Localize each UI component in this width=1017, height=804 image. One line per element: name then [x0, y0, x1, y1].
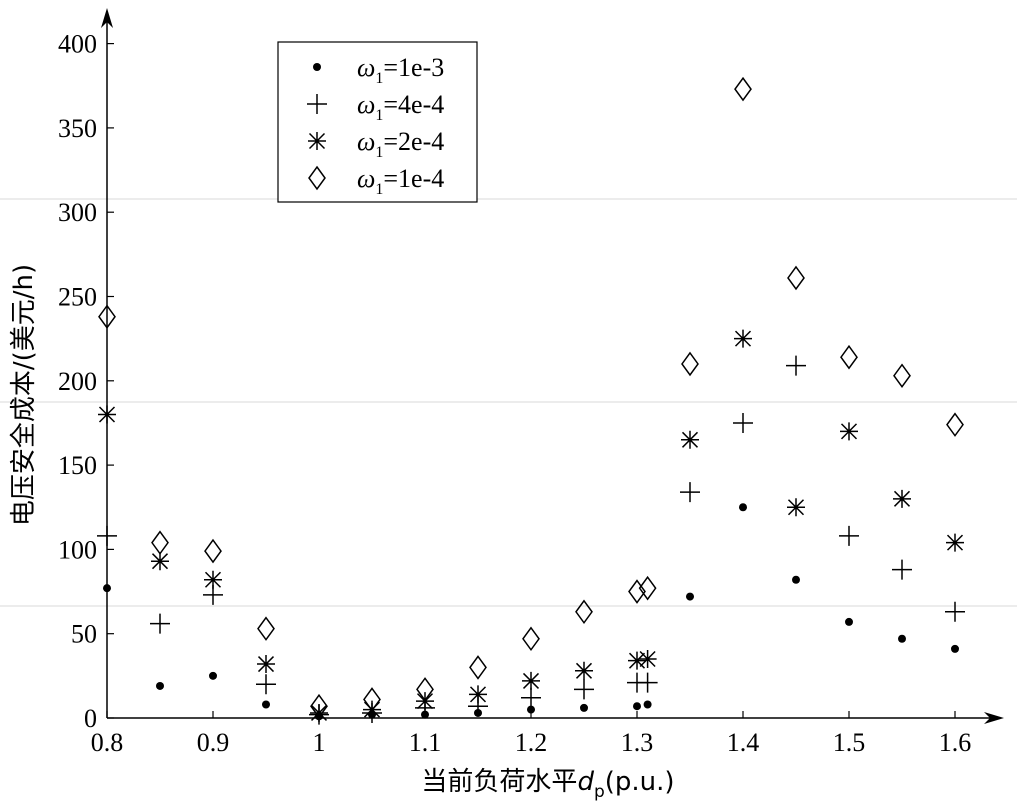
series-3-point-9 [575, 599, 593, 625]
x-tick-label-8: 1.6 [939, 728, 972, 757]
series-1-point-15 [839, 525, 859, 546]
data-marks [97, 76, 965, 725]
axes [101, 8, 1004, 724]
y-axis-label: 电压安全成本/(美元/h) [9, 264, 39, 526]
series-2-point-2 [204, 570, 222, 589]
series-0-point-16 [898, 634, 906, 643]
series-2-point-10 [628, 651, 646, 670]
legend-marker-3 [308, 165, 326, 191]
series-2-point-1 [151, 552, 169, 571]
legend-label-0: ω1=1e-3 [357, 53, 444, 87]
x-tick-label-4: 1.2 [515, 728, 548, 757]
series-2-point-16 [893, 489, 911, 508]
series-1-point-12 [680, 482, 700, 503]
series-2-point-8 [522, 671, 540, 690]
series-0-point-13 [739, 503, 747, 512]
x-tick-label-3: 1.1 [409, 728, 442, 757]
series-3-point-12 [681, 351, 699, 377]
series-1-point-9 [574, 679, 594, 700]
y-axis-arrow [101, 8, 113, 28]
series-3-point-14 [787, 265, 805, 291]
series-0-point-17 [951, 644, 959, 653]
series-0-point-0 [103, 584, 111, 593]
series-2-point-12 [681, 430, 699, 449]
legend-label-3: ω1=1e-4 [357, 164, 444, 198]
series-2-point-3 [257, 655, 275, 674]
x-tick-label-5: 1.3 [621, 728, 654, 757]
series-2-point-9 [575, 661, 593, 680]
series-3-point-5 [363, 687, 381, 712]
legend-marker-1 [307, 94, 327, 114]
series-2-point-7 [469, 685, 487, 704]
x-tick-label-2: 1 [313, 728, 326, 757]
series-1-point-13 [733, 412, 753, 433]
series-0-point-8 [527, 705, 535, 714]
tick-labels: 0.8 0.9 1 1.1 1.2 1.3 1.4 1.5 1.6 0 50 100 150 200 250… [58, 30, 971, 757]
series-2-point-14 [787, 498, 805, 517]
series-3-point-3 [257, 616, 275, 641]
legend: ω1=1e-3ω1=4e-4ω1=2e-4ω1=1e-4 [277, 41, 478, 203]
x-axis-arrow [984, 712, 1004, 724]
series-0-point-2 [209, 671, 217, 680]
series-1-point-17 [945, 601, 965, 622]
series-1-point-8 [521, 687, 541, 708]
series-0-point-10 [633, 702, 641, 711]
series-1-point-1 [150, 613, 170, 634]
legend-marker-2 [308, 132, 326, 150]
series-1-point-11 [637, 672, 658, 693]
series-3-point-0 [98, 304, 116, 330]
series-2-point-17 [946, 533, 964, 552]
series-0-point-14 [792, 575, 800, 584]
series-3-point-1 [151, 530, 169, 555]
series-2-point-4 [310, 703, 328, 722]
series-1-point-16 [892, 559, 912, 580]
series-2-point-11 [638, 649, 657, 668]
y-tick-label-1: 50 [71, 620, 97, 649]
faint-horizontal-lines [0, 198, 1017, 607]
series-3-point-6 [416, 677, 434, 702]
x-tick-label-6: 1.4 [727, 728, 760, 757]
series-3-point-11 [638, 575, 657, 601]
series-1-point-0 [97, 525, 117, 546]
series-1-point-14 [786, 355, 806, 376]
legend-label-2: ω1=2e-4 [357, 127, 444, 161]
series-0-point-3 [262, 700, 270, 709]
series-0-point-9 [580, 703, 588, 712]
series-3-point-8 [522, 626, 540, 652]
series-0-point-12 [686, 592, 694, 601]
y-tick-label-7: 350 [58, 114, 97, 143]
series-2-point-0 [98, 405, 116, 424]
legend-label-1: ω1=4e-4 [357, 90, 444, 124]
series-0-point-15 [845, 617, 853, 626]
y-tick-label-0: 0 [84, 704, 97, 733]
series-2-point-13 [734, 329, 752, 348]
series-0-point-11 [643, 700, 652, 709]
y-tick-label-5: 250 [58, 283, 97, 312]
y-tick-label-6: 300 [58, 198, 97, 227]
legend-marker-0 [313, 63, 321, 71]
y-tick-label-8: 400 [58, 30, 97, 59]
series-3-point-4 [310, 693, 328, 719]
series-1-point-3 [256, 674, 276, 695]
series-3-point-2 [204, 538, 222, 564]
series-0-point-1 [156, 681, 164, 690]
y-tick-label-4: 200 [58, 367, 97, 396]
y-tick-label-3: 150 [58, 451, 97, 480]
series-3-point-15 [840, 344, 858, 370]
series-3-point-16 [893, 363, 911, 389]
series-2-point-15 [840, 422, 858, 441]
x-tick-label-1: 0.9 [197, 728, 230, 757]
series-3-point-17 [946, 412, 964, 437]
x-tick-label-7: 1.5 [833, 728, 866, 757]
y-tick-label-2: 100 [58, 535, 97, 564]
x-tick-label-0: 0.8 [91, 728, 124, 757]
series-3-point-10 [628, 579, 646, 604]
series-3-point-13 [734, 76, 752, 102]
x-axis-label: 当前负荷水平dp(p.u.) [421, 767, 674, 802]
series-3-point-7 [469, 655, 487, 680]
